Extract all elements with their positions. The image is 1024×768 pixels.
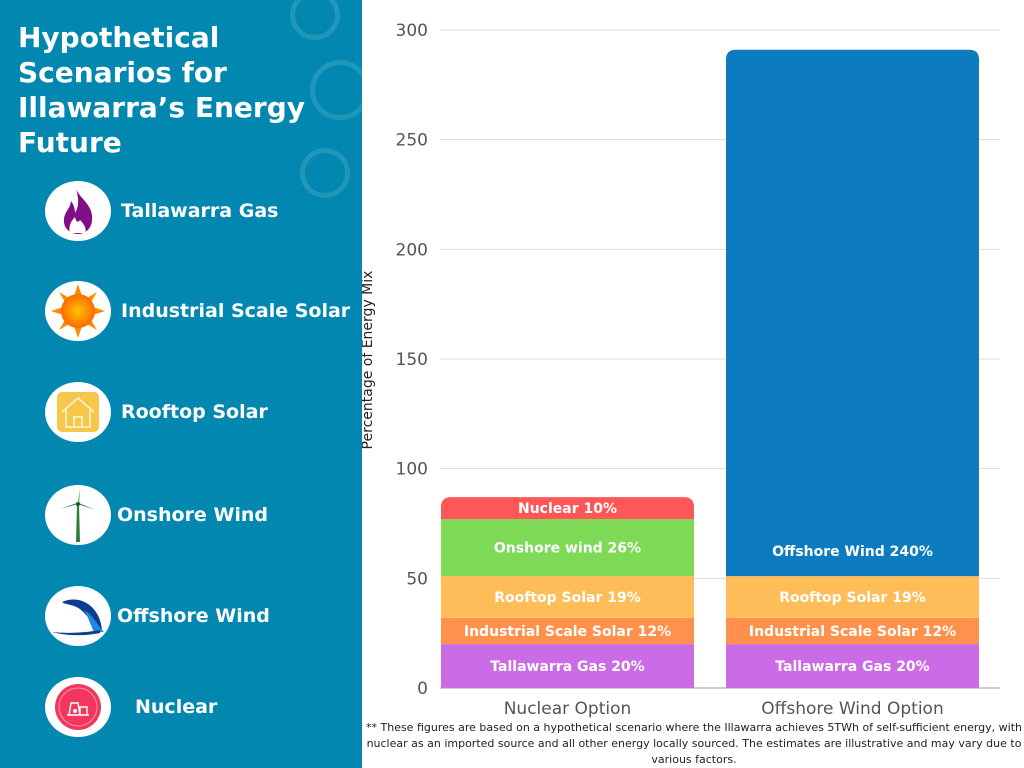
stacked-bar-chart: 0 50 100 150 200 250 300 Tallawarra Gas 20% Ind… [362, 21, 1000, 719]
legend-label: Offshore Wind [117, 605, 270, 627]
legend-item-offshore-wind: Offshore Wind [45, 586, 270, 646]
x-category-label: Offshore Wind Option [761, 699, 943, 719]
bar-segment [726, 617, 979, 645]
page-title: Hypothetical Scenarios for Illawarra’s E… [18, 21, 305, 159]
legend-item-industrial-solar: Industrial Scale Solar [45, 281, 350, 341]
segment-label: Industrial Scale Solar 12% [464, 624, 671, 640]
legend-label: Onshore Wind [117, 504, 269, 526]
y-tick-label: 300 [396, 21, 428, 41]
house-icon [45, 382, 111, 442]
wave-icon [45, 586, 111, 646]
legend-item-nuclear: Nuclear [45, 677, 217, 737]
legend-label: Rooftop Solar [121, 401, 268, 423]
nuclear-plant-icon [45, 677, 111, 737]
legend-item-gas: Tallawarra Gas [45, 181, 278, 241]
bar-segment [726, 576, 979, 618]
legend-panel: Hypothetical Scenarios for Illawarra’s E… [0, 0, 370, 768]
footnote: ** These figures are based on a hypothet… [366, 721, 1022, 766]
y-tick-label: 50 [406, 569, 428, 589]
legend-item-onshore-wind: Onshore Wind [45, 485, 268, 545]
bar-segment [441, 617, 694, 645]
wind-turbine-icon [45, 485, 111, 545]
bar-segment [726, 49, 979, 577]
segment-label: Onshore wind 26% [494, 541, 641, 557]
sun-icon [45, 281, 111, 341]
bar-segment [726, 644, 979, 688]
y-tick-label: 200 [396, 240, 428, 260]
flame-icon [45, 181, 111, 241]
bar-segment [441, 576, 694, 618]
decor-circle [300, 148, 350, 198]
y-tick-label: 100 [396, 460, 428, 480]
segment-label: Nuclear 10% [518, 501, 617, 517]
decor-circle [290, 0, 340, 40]
legend-item-rooftop-solar: Rooftop Solar [45, 382, 268, 442]
legend-label: Nuclear [135, 696, 218, 718]
segment-label: Industrial Scale Solar 12% [749, 624, 956, 640]
x-category-label: Nuclear Option [504, 699, 632, 719]
segment-label: Offshore Wind 240% [772, 544, 933, 560]
bar-segment [441, 644, 694, 688]
segment-label: Tallawarra Gas 20% [490, 659, 644, 675]
y-tick-label: 250 [396, 131, 428, 151]
y-tick-label: 150 [396, 350, 428, 370]
bar-segment [441, 497, 694, 520]
decor-circle [310, 60, 370, 120]
y-tick-label: 0 [417, 679, 428, 699]
bar-segment [441, 519, 694, 577]
segment-label: Rooftop Solar 19% [779, 590, 926, 606]
legend-label: Industrial Scale Solar [121, 300, 351, 322]
legend-label: Tallawarra Gas [121, 200, 279, 222]
y-axis-label: Percentage of Energy Mix [362, 271, 376, 450]
segment-label: Tallawarra Gas 20% [775, 659, 929, 675]
segment-label: Rooftop Solar 19% [494, 590, 641, 606]
